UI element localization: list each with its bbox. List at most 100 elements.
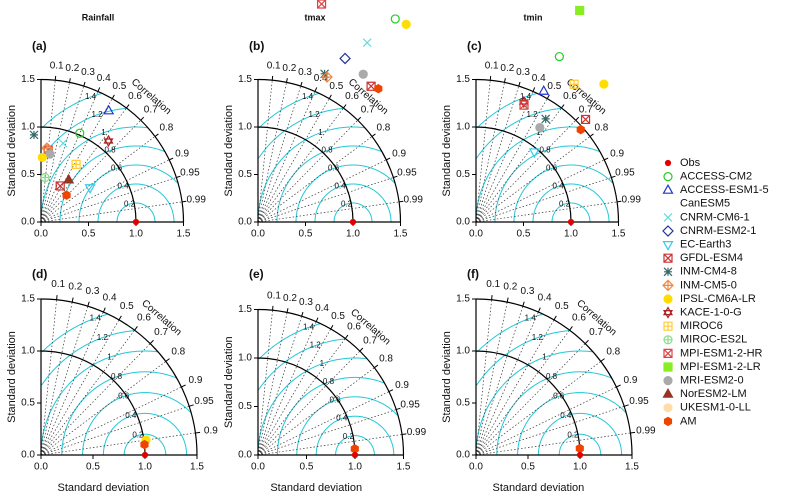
correlation-ray (475, 311, 539, 456)
correlation-ray (40, 82, 70, 223)
correlation-tick (182, 200, 187, 203)
panel-label: (d) (32, 267, 47, 281)
correlation-tick (301, 311, 304, 317)
y-tick-label: 0.0 (21, 450, 35, 461)
x-tick-label: 1.0 (346, 229, 360, 240)
rms-contour (517, 392, 626, 456)
correlation-tick (189, 404, 194, 407)
correlation-tick (386, 157, 391, 161)
rms-label: 1 (101, 128, 106, 137)
correlation-tick (630, 431, 636, 434)
rms-label: 0.8 (323, 377, 335, 386)
correlation-tick (371, 133, 376, 137)
correlation-label: 0.4 (532, 73, 546, 84)
rms-contour (41, 107, 127, 159)
x-tick-label: 0.5 (517, 229, 531, 240)
y-axis-label: Standard deviation (441, 105, 453, 197)
correlation-ray (40, 85, 85, 223)
rms-contour (258, 107, 344, 159)
rms-label: 0.4 (334, 181, 346, 190)
marker (358, 69, 368, 79)
correlation-label: 0.4 (538, 292, 552, 303)
correlation-ray (257, 91, 316, 223)
rms-contour (116, 202, 156, 223)
y-tick-label: 1.5 (456, 74, 470, 85)
correlation-tick (575, 116, 580, 121)
panel-label: (f) (467, 267, 479, 281)
correlation-tick (176, 175, 181, 178)
correlation-ray (40, 311, 104, 456)
x-tick-label: 1.0 (138, 462, 152, 473)
correlation-label: 0.4 (103, 292, 117, 303)
y-tick-label: 0.0 (238, 450, 252, 461)
correlation-ray (475, 85, 520, 223)
correlation-label: 0.3 (299, 297, 313, 308)
correlation-label: 0.7 (361, 105, 375, 116)
x-tick-label: 0.0 (469, 229, 483, 240)
legend-label: AM (680, 415, 697, 427)
correlation-tick (126, 104, 130, 109)
rms-contour (258, 338, 345, 391)
correlation-label: 0.9 (610, 148, 624, 159)
x-tick-label: 0.0 (251, 462, 265, 473)
correlation-ray (475, 98, 548, 223)
rms-label: 0.4 (552, 181, 564, 190)
correlation-tick (399, 200, 404, 203)
y-tick-label: 1.0 (456, 346, 470, 357)
marker (663, 376, 673, 386)
correlation-ray (475, 386, 617, 456)
correlation-label: 0.3 (86, 286, 100, 297)
rms-contour (123, 433, 167, 456)
marker (580, 114, 591, 125)
y-tick-label: 0.5 (238, 401, 252, 412)
rms-label: 0.6 (118, 391, 130, 400)
x-tick-label: 1.0 (129, 229, 143, 240)
rms-contour (475, 350, 593, 456)
y-tick-label: 1.5 (21, 294, 35, 305)
x-tick-label: 0.0 (34, 229, 48, 240)
marker (321, 71, 333, 83)
correlation-tick (102, 307, 106, 313)
marker (528, 148, 540, 159)
marker (103, 104, 115, 115)
correlation-label: 0.99 (403, 195, 423, 206)
correlation-label: 0.8 (606, 347, 620, 358)
correlation-tick (611, 175, 616, 178)
rms-label: 1 (320, 359, 325, 368)
marker (535, 122, 545, 133)
correlation-ray (40, 299, 57, 456)
panel-title: Rainfall (82, 12, 115, 22)
x-tick-label: 1.5 (177, 229, 191, 240)
rms-label: 0.6 (330, 395, 342, 404)
marker (576, 451, 584, 459)
correlation-label: 0.1 (486, 279, 500, 290)
rms-contour (551, 202, 591, 223)
legend-label: INM-CM4-8 (680, 266, 737, 278)
panel-label: (a) (32, 39, 47, 53)
rms-label: 0.8 (539, 146, 551, 155)
correlation-tick (111, 94, 115, 99)
rms-contour (558, 433, 602, 456)
correlation-tick (195, 431, 201, 434)
x-tick-label: 0.0 (34, 462, 48, 473)
marker (349, 218, 357, 226)
y-tick-label: 0.0 (21, 217, 35, 228)
rms-contour (61, 371, 177, 456)
correlation-ray (40, 201, 183, 223)
correlation-tick (87, 301, 90, 307)
y-axis-label: Standard deviation (6, 105, 18, 197)
marker (663, 267, 673, 277)
correlation-label: 0.8 (594, 123, 608, 134)
correlation-ray (40, 319, 120, 456)
correlation-ray (257, 201, 400, 223)
legend-label: INM-CM5-0 (680, 279, 737, 291)
correlation-label: 0.7 (144, 105, 158, 116)
correlation-ray (40, 302, 73, 456)
correlation-label: 0.95 (180, 168, 200, 179)
legend-label: MRI-ESM2-0 (680, 375, 744, 387)
marker (519, 100, 529, 110)
marker (351, 451, 359, 459)
legend-label: IPSL-CM6A-LR (680, 293, 756, 305)
marker (662, 306, 674, 319)
rms-label: 1.2 (532, 333, 544, 342)
